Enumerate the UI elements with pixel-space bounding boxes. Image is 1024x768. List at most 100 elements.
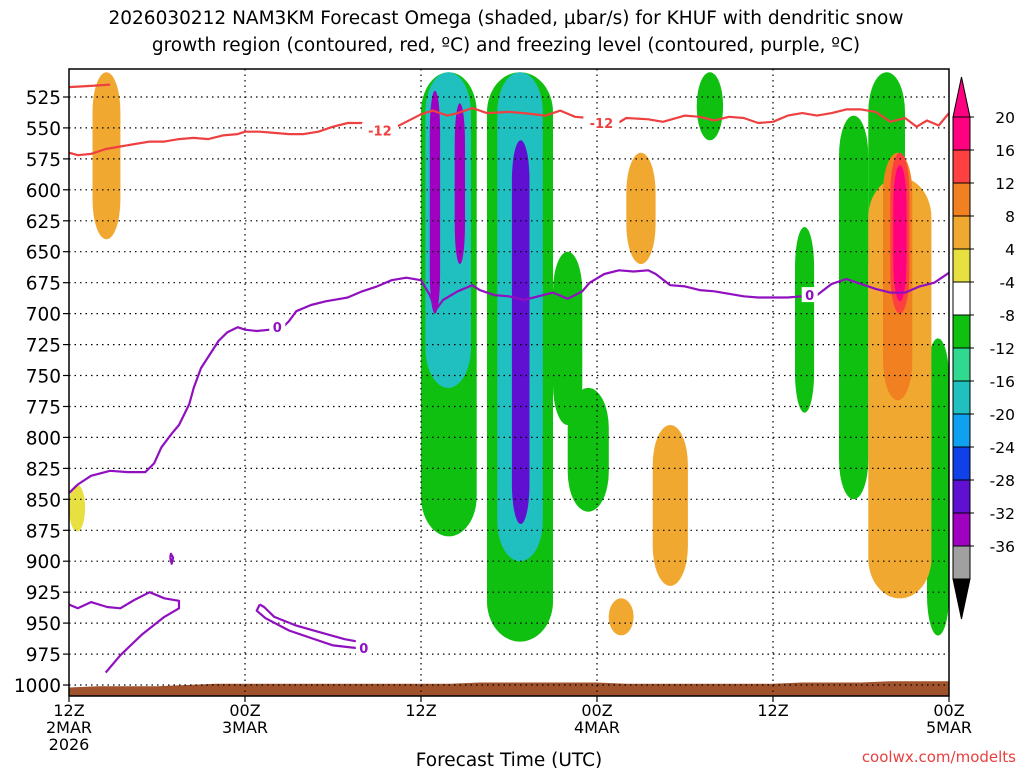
source-credit: coolwx.com/modelts xyxy=(862,748,1016,766)
contour-layer xyxy=(69,83,949,674)
colorbar-swatch xyxy=(952,182,971,217)
omega-region-main-updraft-3-purple xyxy=(511,140,530,525)
y-tick-label: 550 xyxy=(26,119,61,140)
y-tick-label: 675 xyxy=(26,274,61,295)
x-tick-label: 12Z xyxy=(405,701,436,720)
colorbar-label: -20 xyxy=(990,406,1015,424)
colorbar-swatch xyxy=(952,413,971,448)
colorbar-label: 8 xyxy=(1005,208,1015,226)
colorbar-label: 20 xyxy=(995,109,1015,127)
chart-title-line2: growth region (contoured, red, ºC) and f… xyxy=(152,35,860,56)
colorbar-label: -16 xyxy=(990,373,1015,391)
plot-frame xyxy=(68,68,950,697)
contour-freezing_level_0C_closed_small xyxy=(169,552,175,565)
omega-region-yellow-plume-early xyxy=(92,72,121,240)
contour-label: -12 xyxy=(368,124,392,139)
y-tick-label: 700 xyxy=(26,305,61,326)
colorbar-label: -4 xyxy=(1000,274,1015,292)
contour-label: 0 xyxy=(805,289,814,304)
y-tick-label: 650 xyxy=(26,243,61,264)
y-tick-label: 800 xyxy=(26,428,61,449)
colorbar-swatch xyxy=(952,512,971,547)
y-tick-label: 975 xyxy=(26,645,61,666)
y-tick-label: 900 xyxy=(26,552,61,573)
omega-region-main-updraft-2-purple xyxy=(454,103,465,265)
contour-dendritic_growth_-12C xyxy=(69,107,949,157)
y-axis-ticks: 525 550 575 600 625 650 675 700 725 750 775 800 825 8… xyxy=(14,88,69,697)
colorbar-swatch xyxy=(952,281,971,316)
contour-label-bg xyxy=(801,287,818,303)
x-tick-label: 00Z xyxy=(581,701,612,720)
x-tick-label: 12Z xyxy=(53,701,84,720)
colorbar-swatch xyxy=(952,116,971,151)
omega-region-late-downdraft-magenta xyxy=(893,165,907,302)
omega-region-yellow-column-mid-2 xyxy=(652,425,688,586)
colorbar-swatch xyxy=(952,248,971,283)
contour-label-bg xyxy=(269,319,286,335)
colorbar-label: 12 xyxy=(995,175,1015,193)
colorbar-swatch xyxy=(952,347,971,382)
x-tick-label: 2MAR xyxy=(46,718,92,737)
colorbar-label: -28 xyxy=(990,472,1015,490)
x-tick-label: 3MAR xyxy=(222,718,268,737)
colorbar-bottom-arrow xyxy=(952,578,971,620)
x-tick-label: 12Z xyxy=(757,701,788,720)
contour-label-bg xyxy=(583,115,620,130)
colorbar: 20 16 12 8 4 -4 -8 -12 -16 -20 -24 -28 -32 -36 xyxy=(952,76,1015,620)
contour-label-layer: -12 -12 0 0 0 xyxy=(269,115,818,657)
y-tick-label: 850 xyxy=(26,490,61,511)
colorbar-swatch xyxy=(952,314,971,349)
omega-region-green-plume-late-2 xyxy=(839,115,869,500)
grid-layer xyxy=(69,69,949,696)
colorbar-label: 4 xyxy=(1005,241,1015,259)
colorbar-swatch xyxy=(952,215,971,250)
colorbar-label: -8 xyxy=(1000,307,1015,325)
y-tick-label: 950 xyxy=(26,614,61,635)
y-tick-label: 825 xyxy=(26,459,61,480)
contour-freezing_level_0C xyxy=(69,269,949,494)
y-tick-label: 925 xyxy=(26,583,61,604)
x-axis-label: Forecast Time (UTC) xyxy=(416,750,602,768)
plot-area: -12 -12 0 0 0 xyxy=(68,68,950,697)
colorbar-swatch xyxy=(952,479,971,514)
y-tick-label: 575 xyxy=(26,150,61,171)
omega-region-yellow-blob-early xyxy=(69,484,86,532)
y-tick-label: 625 xyxy=(26,212,61,233)
x-tick-label: 2026 xyxy=(49,735,90,754)
colorbar-label: -36 xyxy=(990,538,1015,556)
omega-region-green-strip-mid xyxy=(795,227,815,413)
colorbar-swatch xyxy=(952,545,971,580)
contour-freezing_level_0C_lower xyxy=(69,591,181,674)
x-tick-label: 00Z xyxy=(229,701,260,720)
contour-dendritic_growth_-12C_top xyxy=(69,83,111,89)
colorbar-swatch xyxy=(952,149,971,184)
y-tick-label: 725 xyxy=(26,336,61,357)
contour-label: 0 xyxy=(359,642,368,657)
colorbar-label: 16 xyxy=(995,142,1015,160)
colorbar-label: -24 xyxy=(990,439,1015,457)
contour-label: 0 xyxy=(273,321,282,336)
omega-region-yellow-column-mid-1 xyxy=(626,152,656,265)
y-tick-label: 775 xyxy=(26,398,61,419)
x-tick-label: 00Z xyxy=(933,701,964,720)
omega-region-green-plume-late-1 xyxy=(696,72,724,141)
contour-label: -12 xyxy=(590,117,614,132)
omega-region-main-updraft-1-purple xyxy=(429,90,441,314)
omega-region-green-column-mid xyxy=(567,387,609,512)
omega-region-yellow-blob-low xyxy=(608,598,634,636)
contour-label-bg xyxy=(361,122,398,138)
y-tick-label: 875 xyxy=(26,521,61,542)
x-tick-label: 5MAR xyxy=(926,718,972,737)
contour-label-bg xyxy=(355,639,372,655)
y-tick-label: 525 xyxy=(26,88,61,109)
chart-title-line1: 2026030212 NAM3KM Forecast Omega (shaded… xyxy=(109,8,904,29)
y-tick-label: 1000 xyxy=(14,676,61,697)
y-tick-label: 600 xyxy=(26,181,61,202)
colorbar-label: -32 xyxy=(990,505,1015,523)
colorbar-swatch xyxy=(952,446,971,481)
colorbar-label: -12 xyxy=(990,340,1015,358)
colorbar-swatch xyxy=(952,380,971,415)
y-tick-label: 750 xyxy=(26,367,61,388)
